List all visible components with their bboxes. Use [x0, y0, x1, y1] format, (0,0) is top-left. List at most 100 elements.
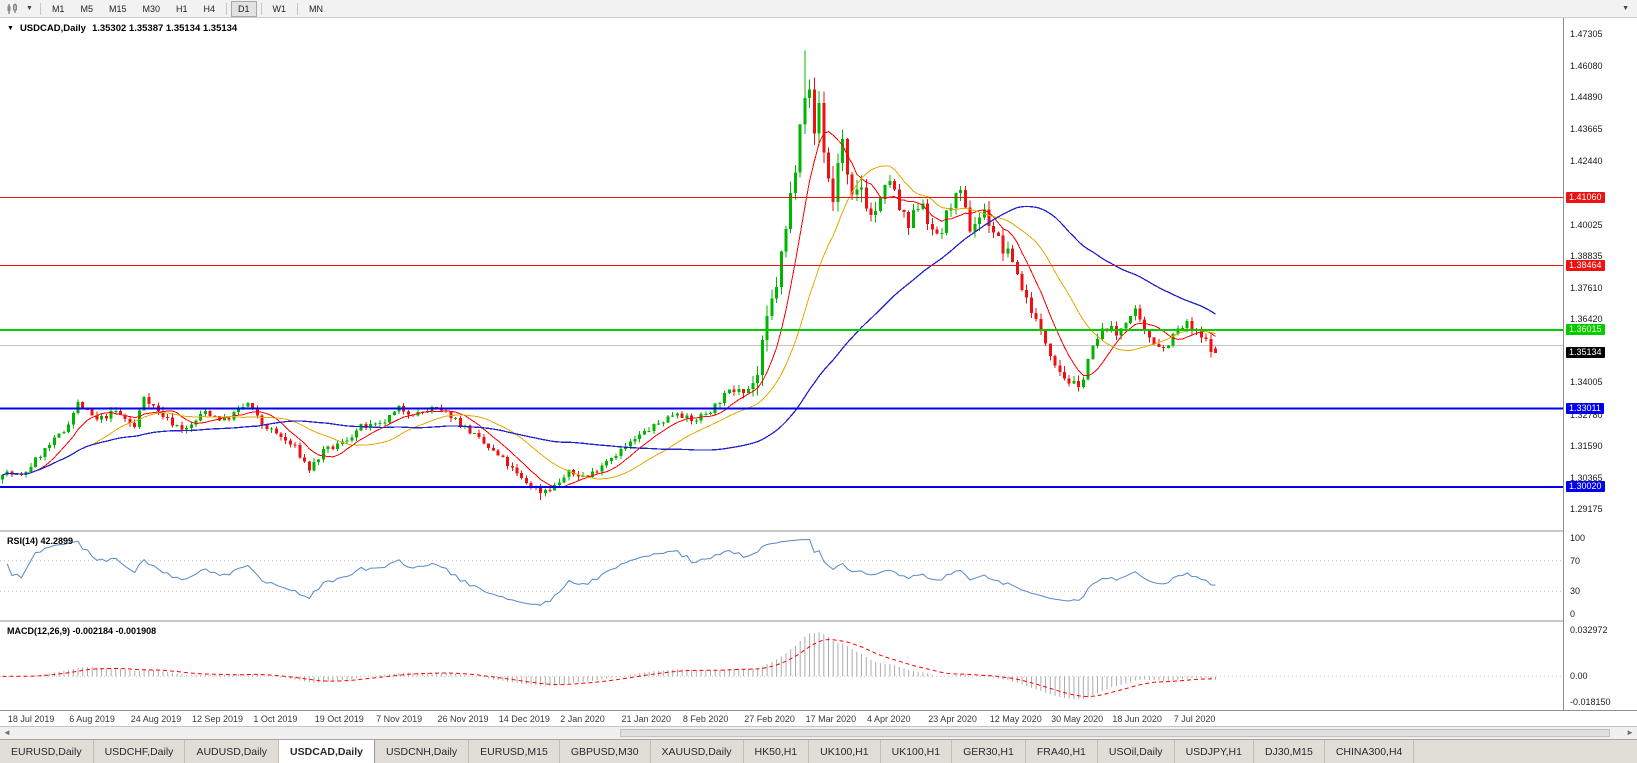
macd-label: MACD(12,26,9) -0.002184 -0.001908 — [7, 626, 157, 636]
price-tick: 1.32780 — [1570, 409, 1603, 420]
candlestick-chart-icon[interactable] — [4, 2, 22, 16]
date-tick-label: 30 May 2020 — [1051, 714, 1104, 724]
date-tick-label: 21 Jan 2020 — [621, 714, 672, 724]
price-line-badge: 1.30020 — [1566, 480, 1605, 492]
price-tick: 1.37610 — [1570, 283, 1603, 293]
price-tick: 1.29175 — [1570, 504, 1603, 514]
timeframe-button-m5[interactable]: M5 — [80, 3, 93, 14]
price-tick: 1.46080 — [1570, 61, 1603, 72]
rsi-plot — [0, 532, 1563, 620]
date-tick-label: 23 Apr 2020 — [928, 714, 977, 724]
timeframe-button-m30[interactable]: M30 — [142, 3, 160, 14]
date-tick-label: 1 Oct 2019 — [253, 714, 298, 724]
chart-type-dropdown-caret-icon[interactable]: ▼ — [26, 5, 33, 12]
chart-tab-eurusd-m15[interactable]: EURUSD,M15 — [469, 740, 560, 763]
chart-title: ▼ USDCAD,Daily 1.35302 1.35387 1.35134 1… — [7, 23, 237, 34]
chart-tab-usdjpy-h1[interactable]: USDJPY,H1 — [1175, 740, 1254, 763]
price-line-badge: 1.35134 — [1566, 346, 1605, 358]
price-tick: 1.30365 — [1570, 472, 1603, 483]
chart-tab-fra40-h1[interactable]: FRA40,H1 — [1026, 740, 1098, 763]
timeframe-button-h4[interactable]: H4 — [203, 3, 216, 14]
chart-tab-usoil-daily[interactable]: USOil,Daily — [1098, 740, 1175, 763]
chart-tab-ger30-h1[interactable]: GER30,H1 — [952, 740, 1026, 763]
chart-tabs-bar: EURUSD,Daily USDCHF,Daily AUDUSD,Daily USDC… — [0, 739, 1637, 763]
price-line-badge: 1.33011 — [1566, 402, 1604, 414]
chart-tab-hk50-h1[interactable]: HK50,H1 — [744, 740, 810, 763]
toolbar-overflow-caret-icon[interactable]: ▼ — [1622, 5, 1629, 12]
date-tick-label: 14 Dec 2019 — [498, 714, 550, 724]
date-tick-label: 12 Sep 2019 — [192, 714, 244, 724]
macd-axis-tick: 0.00 — [1570, 671, 1588, 682]
date-tick-label: 12 May 2020 — [989, 714, 1042, 724]
price-line-badge: 1.41060 — [1566, 191, 1605, 203]
chart-region: ▼ USDCAD,Daily 1.35302 1.35387 1.35134 1… — [0, 18, 1637, 726]
date-tick-label: 24 Aug 2019 — [130, 714, 182, 724]
date-tick-label: 7 Nov 2019 — [376, 714, 423, 724]
date-tick-label: 17 Mar 2020 — [805, 714, 857, 724]
collapse-caret-icon[interactable]: ▼ — [7, 25, 14, 32]
price-tick: 1.42440 — [1570, 156, 1603, 167]
chart-tab-usdcad-daily[interactable]: USDCAD,Daily — [279, 740, 375, 763]
timeframe-buttons-group: M1 M5 M15 M30 H1 H4 D1 W1 MN — [44, 0, 331, 17]
price-tick: 1.43665 — [1570, 124, 1603, 135]
timeframe-button-w1[interactable]: W1 — [272, 3, 287, 14]
macd-panel[interactable]: MACD(12,26,9) -0.002184 -0.001908 — [0, 622, 1563, 710]
macd-plot — [0, 622, 1563, 710]
price-tick: 1.40025 — [1570, 219, 1603, 230]
chart-tab-usdchf-daily[interactable]: USDCHF,Daily — [94, 740, 186, 763]
toolbar-separator — [297, 2, 299, 15]
rsi-axis-tick: 100 — [1570, 533, 1586, 543]
timeframe-button-mn[interactable]: MN — [309, 3, 324, 14]
candlestick-plot[interactable] — [0, 18, 1563, 530]
date-tick-label: 4 Apr 2020 — [867, 714, 911, 724]
chart-tab-uk100-h1[interactable]: UK100,H1 — [881, 740, 953, 763]
price-tick: 1.44890 — [1570, 92, 1603, 103]
panel-splitter-macd[interactable] — [0, 620, 1637, 622]
chart-tab-uk100-h1[interactable]: UK100,H1 — [809, 740, 881, 763]
rsi-axis-tick: 0 — [1570, 609, 1576, 619]
date-tick-label: 18 Jun 2020 — [1112, 714, 1162, 724]
chart-ohlc-values: 1.35302 1.35387 1.35134 1.35134 — [91, 23, 238, 34]
scroll-left-icon[interactable]: ◄ — [3, 728, 11, 737]
scrollbar-thumb[interactable] — [620, 729, 1610, 737]
toolbar-separator — [39, 2, 41, 15]
date-tick-label: 26 Nov 2019 — [437, 714, 489, 724]
timeframe-button-m1[interactable]: M1 — [51, 3, 65, 14]
price-tick: 1.36420 — [1570, 314, 1603, 325]
macd-axis-tick: -0.018150 — [1570, 697, 1611, 707]
chart-symbol-label: USDCAD,Daily — [19, 23, 86, 34]
horizontal-scrollbar[interactable]: ◄ ► — [0, 726, 1637, 739]
date-tick-label: 7 Jul 2020 — [1173, 714, 1216, 724]
macd-axis-tick: 0.032972 — [1570, 625, 1608, 635]
date-axis[interactable]: 18 Jul 2019 6 Aug 2019 24 Aug 2019 12 Sep 2… — [0, 710, 1637, 726]
chart-tab-eurusd-daily[interactable]: EURUSD,Daily — [0, 740, 94, 763]
price-tick: 1.38835 — [1570, 250, 1603, 261]
price-axis[interactable]: 1.47305 1.46080 1.44890 1.43665 1.42440 1.400… — [1563, 18, 1637, 710]
date-tick-label: 18 Jul 2019 — [7, 714, 55, 724]
chart-tab-dj30-m15[interactable]: DJ30,M15 — [1254, 740, 1325, 763]
price-tick: 1.34005 — [1570, 377, 1603, 388]
timeframe-toolbar: ▼ M1 M5 M15 M30 H1 H4 D1 W1 MN ▼ — [0, 0, 1637, 18]
price-tick: 1.31590 — [1570, 440, 1603, 451]
chart-tab-china300-h4[interactable]: CHINA300,H4 — [1325, 740, 1415, 763]
date-tick-label: 2 Jan 2020 — [560, 714, 605, 724]
rsi-axis-tick: 30 — [1570, 586, 1581, 597]
chart-tab-audusd-daily[interactable]: AUDUSD,Daily — [185, 740, 280, 763]
panel-splitter-rsi[interactable] — [0, 530, 1637, 532]
scroll-right-icon[interactable]: ► — [1626, 728, 1634, 737]
timeframe-button-m15[interactable]: M15 — [108, 3, 127, 14]
main-chart-panel[interactable]: ▼ USDCAD,Daily 1.35302 1.35387 1.35134 1… — [0, 18, 1563, 530]
toolbar-separator — [226, 2, 228, 15]
date-tick-label: 19 Oct 2019 — [314, 714, 364, 724]
price-line-badge: 1.38464 — [1566, 259, 1605, 271]
timeframe-button-d1[interactable]: D1 — [231, 0, 257, 17]
chart-tab-usdcnh-daily[interactable]: USDCNH,Daily — [375, 740, 470, 763]
date-tick-label: 8 Feb 2020 — [682, 714, 729, 724]
timeframe-button-h1[interactable]: H1 — [176, 3, 188, 14]
chart-tab-xauusd-daily[interactable]: XAUUSD,Daily — [651, 740, 744, 763]
chart-tab-gbpusd-m30[interactable]: GBPUSD,M30 — [560, 740, 651, 763]
rsi-label: RSI(14) 42.2899 — [7, 536, 74, 546]
price-tick: 1.47305 — [1570, 29, 1603, 39]
rsi-panel[interactable]: RSI(14) 42.2899 — [0, 532, 1563, 620]
